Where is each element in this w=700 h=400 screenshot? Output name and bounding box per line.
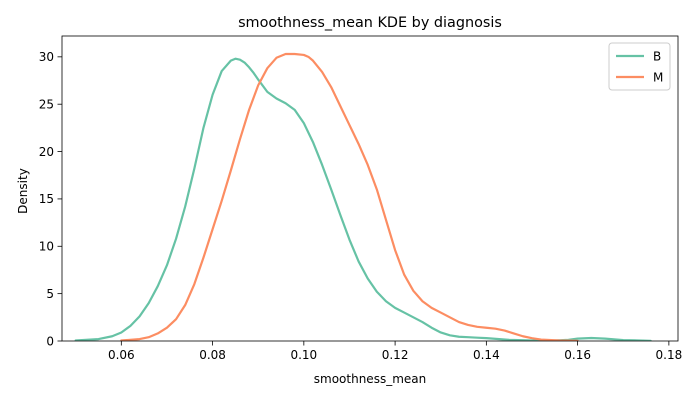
y-axis-label: Density bbox=[16, 168, 30, 214]
x-tick-label: 0.14 bbox=[473, 348, 500, 362]
legend: BM bbox=[608, 42, 671, 91]
y-tick-label: 25 bbox=[39, 97, 54, 111]
x-tick-label: 0.12 bbox=[382, 348, 409, 362]
x-tick-label: 0.06 bbox=[108, 348, 135, 362]
x-tick-label: 0.08 bbox=[199, 348, 226, 362]
y-tick-label: 30 bbox=[39, 50, 54, 64]
x-tick-label: 0.16 bbox=[564, 348, 591, 362]
legend-box bbox=[608, 42, 671, 91]
y-tick-label: 5 bbox=[46, 287, 54, 301]
y-tick-label: 15 bbox=[39, 192, 54, 206]
y-tick-label: 10 bbox=[39, 240, 54, 254]
chart-title: smoothness_mean KDE by diagnosis bbox=[238, 15, 502, 31]
series-line-b bbox=[74, 57, 652, 341]
series-line-m bbox=[120, 52, 579, 341]
x-tick-label: 0.10 bbox=[290, 348, 317, 362]
x-axis-label: smoothness_mean bbox=[314, 372, 426, 386]
y-tick-label: 20 bbox=[39, 145, 54, 159]
legend-label-b: B bbox=[653, 49, 661, 63]
x-tick-label: 0.18 bbox=[656, 348, 683, 362]
y-tick-label: 0 bbox=[46, 334, 54, 348]
legend-label-m: M bbox=[653, 70, 663, 84]
plot-frame bbox=[61, 35, 679, 342]
plot-area: 0.06 0.08 0.10 0.12 0.14 0.16 0.18 0 5 10 15 20 25 30 bbox=[39, 35, 683, 362]
